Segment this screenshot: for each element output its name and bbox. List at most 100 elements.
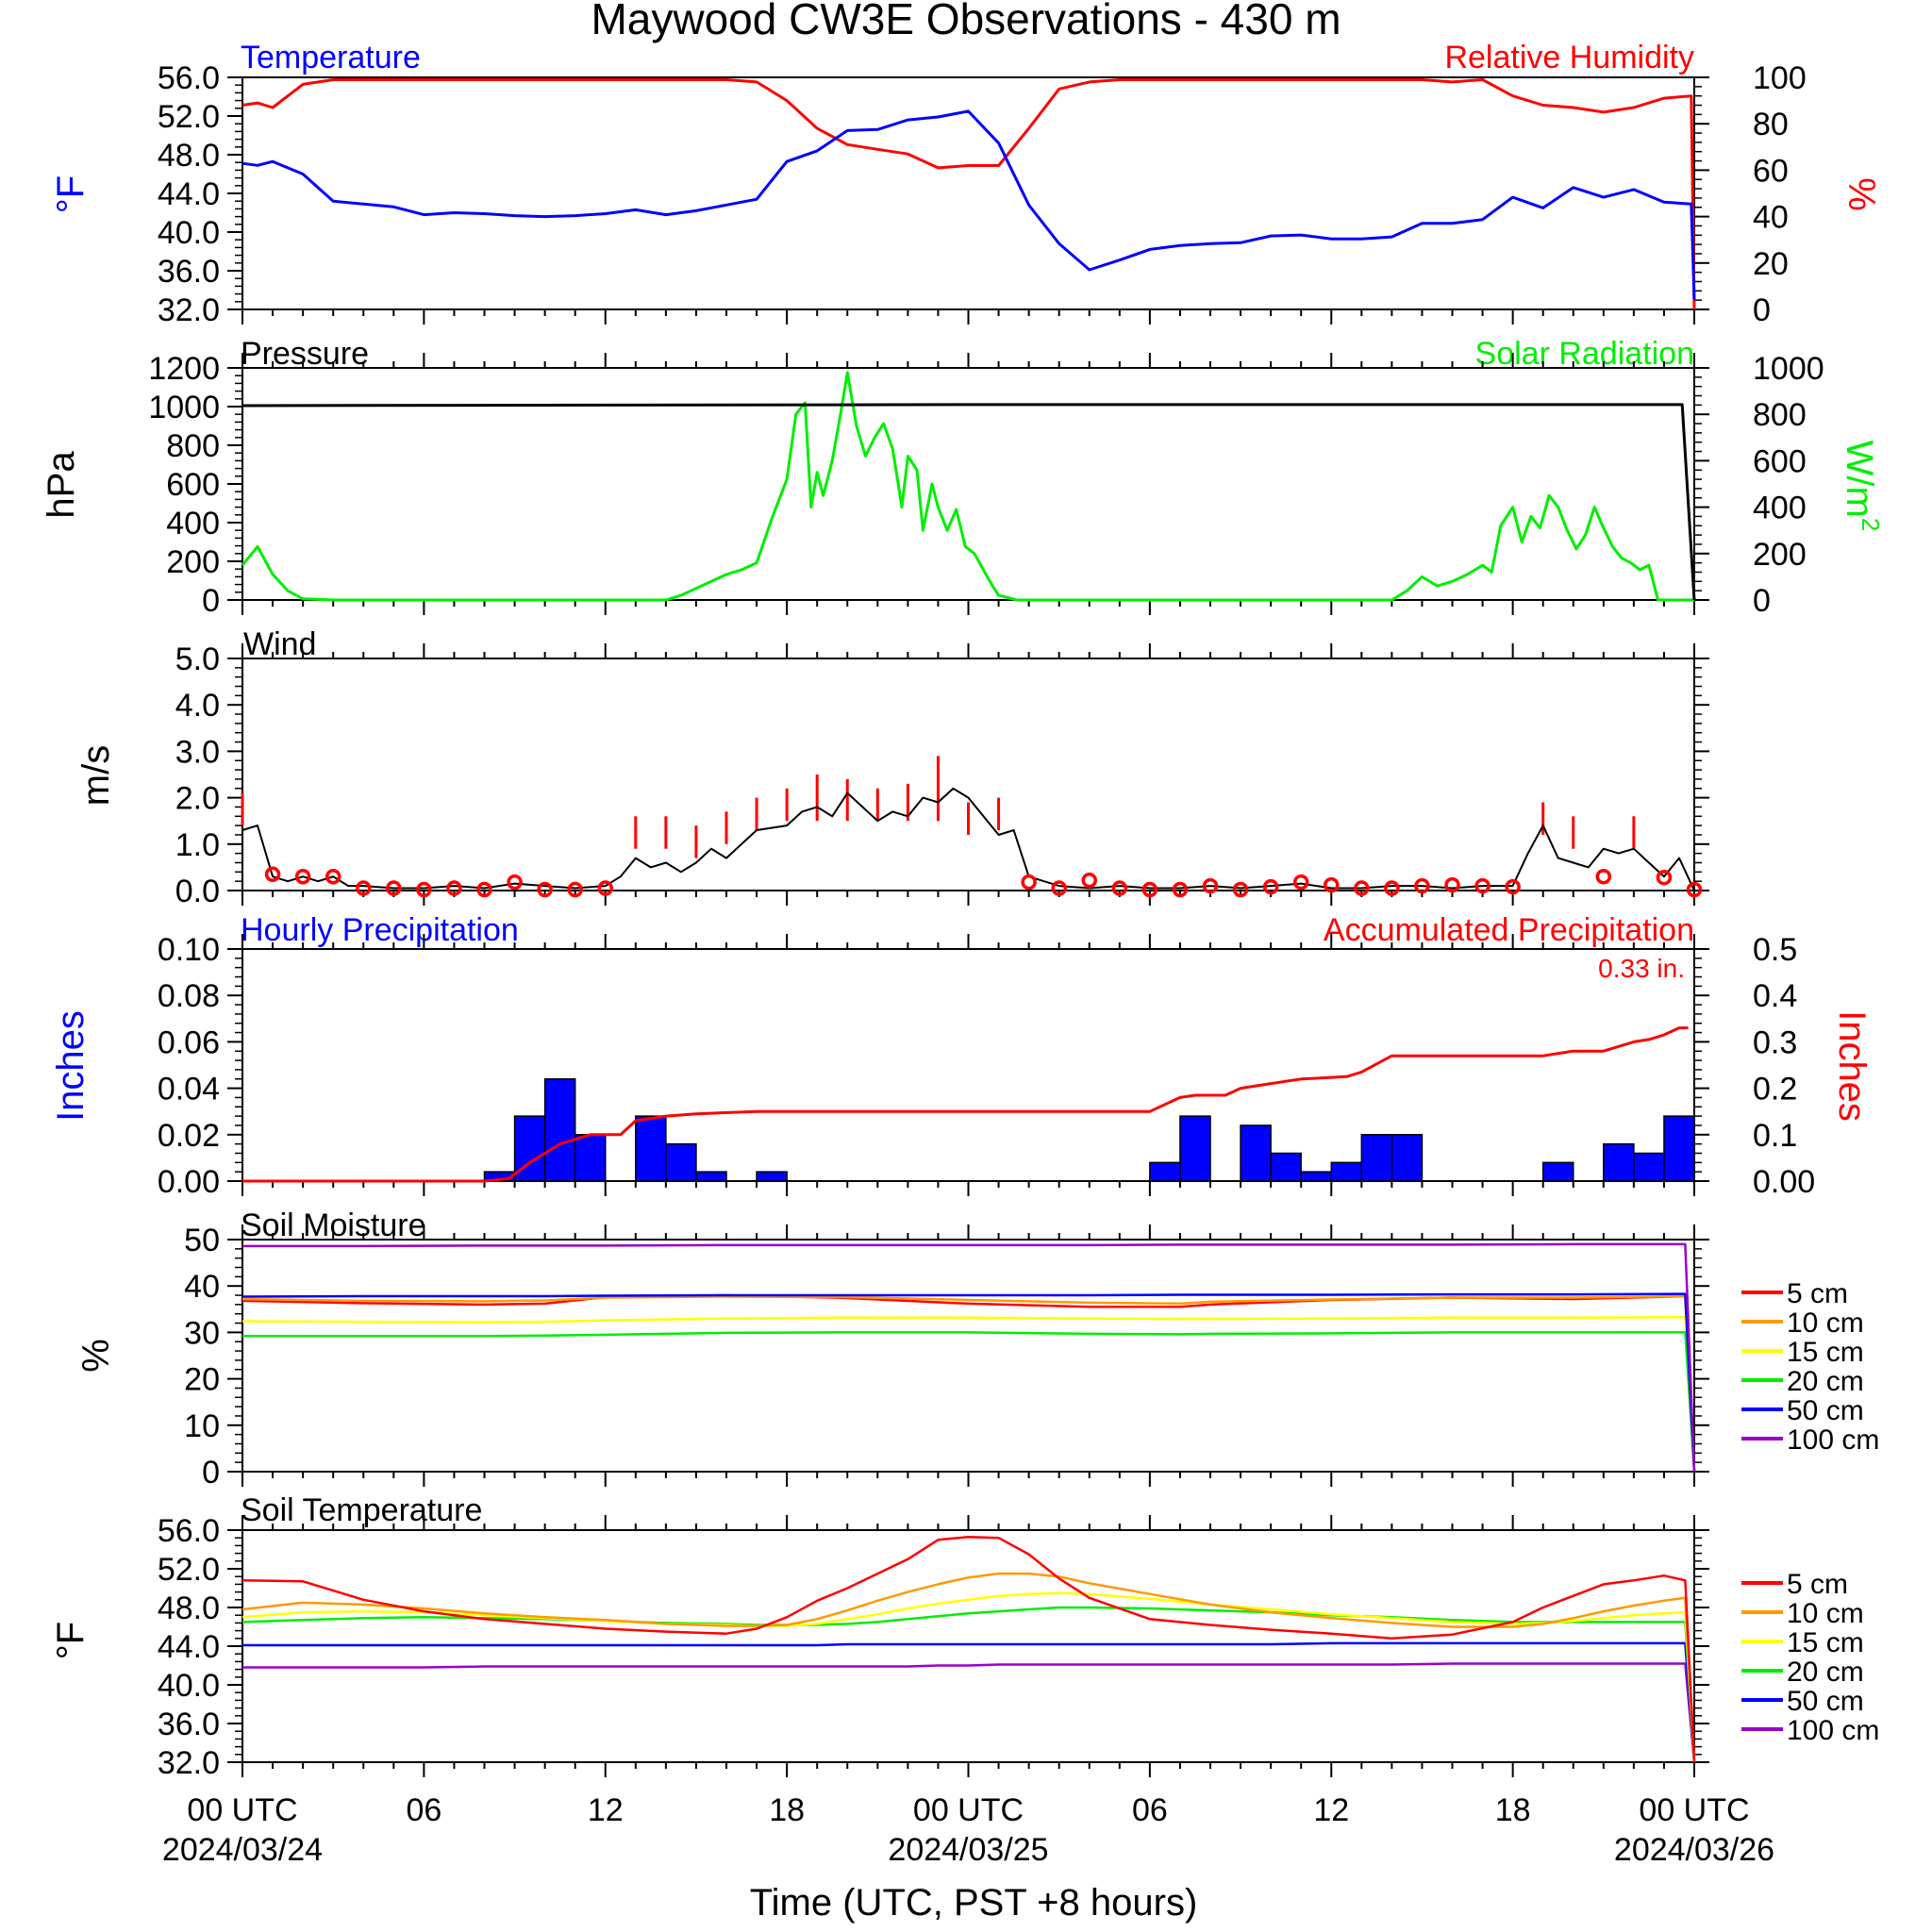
soil-moisture-line bbox=[242, 1331, 1696, 1473]
date-label: 2024/03/25 bbox=[888, 1832, 1048, 1868]
time-axis: Time (UTC, PST +8 hours) 00 UTC 06 12 18 00 … bbox=[162, 1792, 1774, 1924]
soil-temperature-axis-label: °F bbox=[50, 1622, 92, 1659]
soil-moisture-line bbox=[242, 1242, 1696, 1473]
time-axis-title: Time (UTC, PST +8 hours) bbox=[750, 1882, 1198, 1924]
wind-calm-marker bbox=[1656, 869, 1673, 886]
hourly-precip-bar bbox=[1391, 1134, 1424, 1182]
wind-calm-marker bbox=[1474, 877, 1491, 894]
wind-axis-label: m/s bbox=[75, 745, 117, 806]
y-tick-label-left: 44.0 bbox=[158, 176, 220, 212]
wind-calm-marker bbox=[1414, 877, 1430, 894]
y-tick-label-left: 3.0 bbox=[175, 734, 220, 770]
y-tick-label-left: 36.0 bbox=[158, 1707, 220, 1742]
y-tick-label-left: 0.10 bbox=[158, 932, 220, 968]
panel-soil-temperature: Soil Temperature °F 56.052.048.044.040.0… bbox=[50, 1492, 1879, 1781]
y-tick-label-right: 0.4 bbox=[1753, 978, 1797, 1014]
wind-calm-marker bbox=[264, 866, 281, 883]
wind-calm-marker bbox=[1505, 878, 1521, 895]
wind-calm-marker bbox=[1262, 878, 1279, 895]
wind-calm-marker bbox=[1141, 881, 1158, 898]
y-tick-label-left: 30 bbox=[184, 1315, 220, 1351]
y-tick-label-right: 200 bbox=[1753, 537, 1807, 573]
wind-calm-marker bbox=[386, 880, 402, 896]
plot-frame bbox=[242, 367, 1695, 601]
plot-frame bbox=[242, 658, 1695, 891]
hourly-precip-bar bbox=[543, 1078, 576, 1182]
legend-label: 50 cm bbox=[1787, 1686, 1864, 1717]
panel-pressure-left-title: Pressure bbox=[241, 336, 369, 372]
humidity-axis-label: % bbox=[1840, 177, 1882, 211]
hourly-precip-bar bbox=[1179, 1115, 1211, 1182]
wind-calm-marker bbox=[567, 881, 583, 898]
soil-moisture-line bbox=[242, 1315, 1696, 1473]
y-tick-label-left: 48.0 bbox=[158, 138, 220, 174]
hourly-precip-bar bbox=[1541, 1161, 1574, 1182]
hourly-precip-bar bbox=[1603, 1142, 1635, 1182]
wind-calm-marker bbox=[356, 880, 372, 896]
soil-temperature-line bbox=[242, 1535, 1696, 1763]
hourly-precip-bar bbox=[665, 1142, 697, 1182]
y-tick-label-right: 800 bbox=[1753, 397, 1807, 433]
y-tick-label-left: 56.0 bbox=[158, 60, 220, 96]
soil-temperature-line bbox=[242, 1662, 1696, 1763]
wind-calm-marker bbox=[1081, 872, 1097, 889]
soil-temperature-line bbox=[242, 1641, 1696, 1763]
wind-calm-marker bbox=[1384, 880, 1400, 896]
legend-label: 20 cm bbox=[1787, 1366, 1864, 1397]
plot-frame bbox=[242, 948, 1695, 1182]
y-tick-label-right: 0.5 bbox=[1753, 932, 1797, 968]
panel-solar-right-title: Solar Radiation bbox=[1475, 336, 1694, 372]
time-tick-label: 18 bbox=[769, 1792, 805, 1828]
wind-calm-marker bbox=[1444, 876, 1460, 893]
wind-calm-marker bbox=[1595, 868, 1612, 885]
y-tick-label-left: 10 bbox=[184, 1408, 220, 1444]
date-label: 2024/03/26 bbox=[1614, 1832, 1774, 1868]
solar-axis-exponent: 2 bbox=[1857, 518, 1885, 531]
plot-frame bbox=[242, 1239, 1695, 1473]
y-tick-label-right: 40 bbox=[1753, 200, 1789, 236]
y-tick-label-right: 0.1 bbox=[1753, 1118, 1797, 1154]
wind-calm-marker bbox=[1292, 874, 1309, 891]
accumulated-precip-line bbox=[242, 1026, 1689, 1183]
y-tick-label-left: 5.0 bbox=[175, 641, 220, 677]
y-tick-label-left: 40 bbox=[184, 1269, 220, 1305]
y-tick-label-left: 4.0 bbox=[175, 688, 220, 724]
y-tick-label-left: 0.02 bbox=[158, 1118, 220, 1154]
soil-moisture-axis-label: % bbox=[75, 1339, 117, 1373]
wind-calm-marker bbox=[1354, 880, 1370, 896]
y-tick-label-right: 600 bbox=[1753, 443, 1807, 479]
panel-wind: Wind m/s 5.0 4.0 3.0 2.0 1.0 0.0 bbox=[75, 626, 1709, 909]
y-tick-label-left: 52.0 bbox=[158, 99, 220, 135]
y-tick-label-left: 36.0 bbox=[158, 254, 220, 290]
y-tick-label-left: 48.0 bbox=[158, 1591, 220, 1626]
y-tick-label-left: 0.0 bbox=[175, 874, 220, 909]
y-tick-label-left: 40.0 bbox=[158, 1668, 220, 1704]
y-tick-label-right: 20 bbox=[1753, 246, 1789, 282]
time-tick-label: 06 bbox=[406, 1792, 441, 1828]
panel-hourly-precip-title: Hourly Precipitation bbox=[241, 912, 519, 948]
wind-calm-marker bbox=[446, 880, 462, 896]
panel-humidity-right-title: Relative Humidity bbox=[1444, 40, 1694, 75]
soil-moisture-line bbox=[242, 1294, 1696, 1473]
hourly-precip-bar bbox=[574, 1134, 607, 1182]
panel-temperature-left-title: Temperature bbox=[241, 40, 421, 75]
wind-calm-marker bbox=[416, 881, 432, 898]
wind-calm-marker bbox=[1172, 881, 1189, 898]
wind-calm-marker bbox=[1111, 880, 1128, 896]
y-tick-label-left: 200 bbox=[166, 544, 220, 580]
legend-label: 15 cm bbox=[1787, 1337, 1864, 1368]
figure-title: Maywood CW3E Observations - 430 m bbox=[591, 0, 1341, 43]
hourly-precip-bar bbox=[1270, 1152, 1302, 1182]
temperature-axis-label: °F bbox=[50, 175, 92, 213]
pressure-line bbox=[242, 403, 1696, 601]
hourly-precip-bar bbox=[1633, 1152, 1665, 1182]
hourly-precip-bar bbox=[1360, 1134, 1393, 1182]
y-tick-label-left: 0.08 bbox=[158, 978, 220, 1014]
wind-calm-marker bbox=[325, 868, 341, 885]
y-tick-label-right: 0.00 bbox=[1753, 1164, 1815, 1200]
wind-calm-marker bbox=[1232, 881, 1249, 898]
soil-temperature-line bbox=[242, 1572, 1696, 1763]
wind-calm-marker bbox=[507, 874, 523, 891]
